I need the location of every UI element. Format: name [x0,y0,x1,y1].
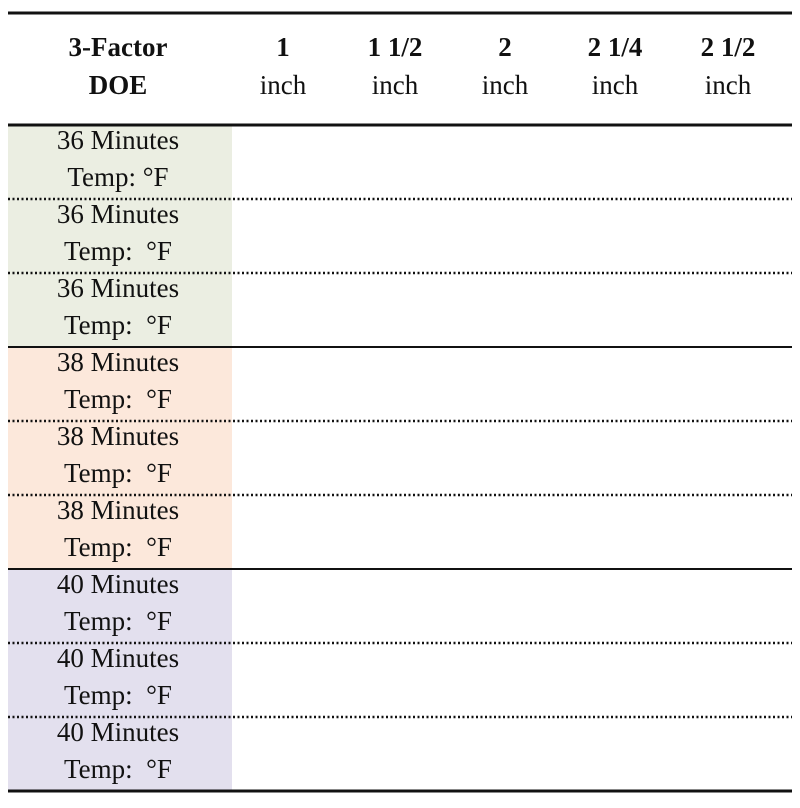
row-temp: Temp: °F [64,680,172,710]
header-title: 3-Factor [69,32,168,62]
column-unit: inch [705,70,752,100]
row-time: 36 Minutes [57,273,179,303]
column-size: 2 1/4 [588,32,643,62]
column-size: 2 1/2 [701,32,756,62]
row-label-background [8,125,232,199]
row-temp: Temp: °F [64,458,172,488]
row-temp: Temp: °F [64,606,172,636]
column-size: 1 1/2 [368,32,423,62]
row-time: 36 Minutes [57,199,179,229]
column-unit: inch [592,70,639,100]
column-size: 1 [276,32,290,62]
row-temp: Temp: °F [67,162,168,192]
column-size: 2 [498,32,512,62]
row-temp: Temp: °F [64,532,172,562]
row-label-background [8,347,232,421]
row-label-background [8,495,232,569]
row-time: 40 Minutes [57,643,179,673]
row-temp: Temp: °F [64,754,172,784]
row-time: 38 Minutes [57,347,179,377]
row-label-background [8,643,232,717]
row-time: 38 Minutes [57,421,179,451]
row-label-background [8,717,232,791]
row-label-background [8,421,232,495]
row-time: 40 Minutes [57,569,179,599]
row-label-background [8,199,232,273]
row-temp: Temp: °F [64,384,172,414]
row-time: 38 Minutes [57,495,179,525]
column-unit: inch [482,70,529,100]
column-unit: inch [372,70,419,100]
column-unit: inch [260,70,307,100]
row-temp: Temp: °F [64,236,172,266]
row-label-background [8,273,232,347]
row-label-background [8,569,232,643]
row-time: 36 Minutes [57,125,179,155]
row-time: 40 Minutes [57,717,179,747]
row-temp: Temp: °F [64,310,172,340]
header-title: DOE [89,70,148,100]
